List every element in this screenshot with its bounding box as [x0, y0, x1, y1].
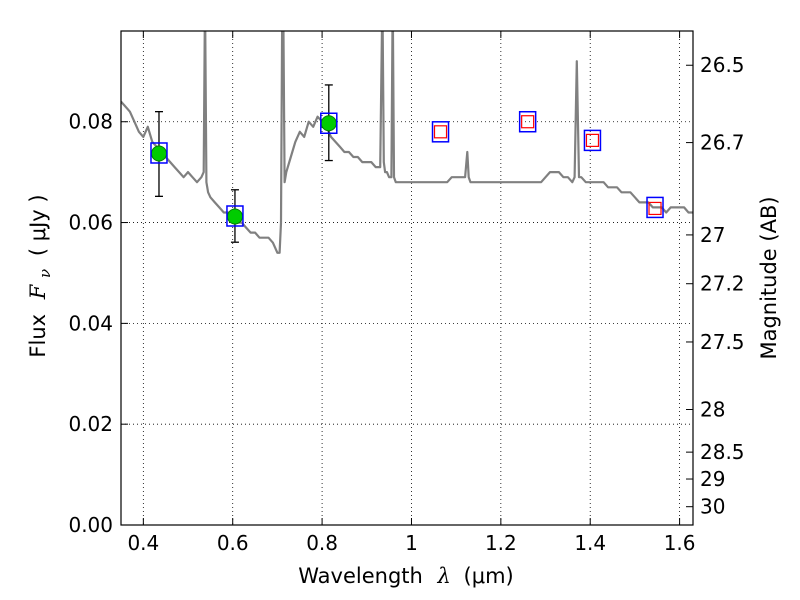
plot-background [121, 31, 693, 525]
magnitude-tick-label: 27.2 [700, 272, 745, 296]
y-axis-label-text: Flux [26, 314, 50, 358]
grid [121, 31, 693, 525]
model-point-box [518, 110, 537, 133]
observed-point [150, 145, 167, 162]
x-tick-label: 1 [405, 531, 418, 555]
plot-frame [120, 30, 694, 526]
observed-point [226, 208, 243, 225]
magnitude-axis-label: Magnitude (AB) [757, 196, 781, 359]
y-axis-ticks: 0.00 0.02 0.04 0.06 0.08 [68, 110, 128, 537]
magnitude-axis-ticks: 26.5 26.7 27 27.2 27.5 28 28.5 29 30 [686, 53, 745, 519]
upper-points-layer [433, 115, 662, 216]
magnitude-tick-label: 29 [700, 467, 725, 491]
x-axis-label-symbol: λ [437, 564, 451, 588]
x-tick-label: 0.4 [127, 531, 159, 555]
magnitude-tick-label: 30 [700, 495, 725, 519]
magnitude-tick-label: 26.7 [700, 131, 745, 155]
model-point-box [646, 196, 664, 219]
y-tick-label: 0.02 [68, 412, 113, 436]
model-point-box [226, 205, 244, 227]
no-data-point-box [585, 133, 600, 147]
magnitude-tick-label: 26.5 [700, 53, 745, 77]
model-point-box [320, 112, 338, 134]
observed-point [320, 115, 337, 132]
x-tick-label: 0.8 [306, 531, 338, 555]
no-data-point-box [521, 115, 535, 129]
magnitude-tick-label: 28 [700, 398, 725, 422]
y-axis-label: Flux F ν ( μJy ) [26, 194, 55, 357]
y-tick-label: 0.08 [68, 110, 113, 134]
model-points-layer [150, 110, 664, 227]
y-tick-label: 0.04 [68, 311, 113, 335]
model-point-box [583, 129, 602, 152]
spectrum-layer [121, 31, 693, 254]
magnitude-tick-label: 27.5 [700, 330, 745, 354]
magnitude-tick-label: 27 [700, 223, 725, 247]
magnitude-tick-label: 28.5 [700, 440, 745, 464]
y-axis-label-symbol: F [26, 283, 50, 300]
spectrum-line [121, 31, 693, 254]
x-axis-label-text: Wavelength [298, 564, 423, 588]
x-tick-label: 0.6 [217, 531, 249, 555]
y-tick-label: 0.06 [68, 211, 113, 235]
no-data-point-box [433, 125, 448, 139]
x-tick-label: 1.6 [664, 531, 696, 555]
y-tick-label: 0.00 [68, 513, 113, 537]
y-axis-label-subscript: ν [36, 269, 54, 278]
no-data-point-box [648, 201, 662, 216]
y-axis-label-unit: ( μJy ) [26, 194, 50, 256]
model-point-box [150, 142, 168, 164]
x-axis-label-unit: (μm) [464, 564, 514, 588]
x-axis-ticks: 0.4 0.6 0.8 1 1.2 1.4 1.6 [127, 31, 696, 555]
model-point-box [431, 121, 450, 143]
x-axis-label: Wavelength λ (μm) [298, 564, 513, 588]
x-tick-label: 1.2 [485, 531, 517, 555]
x-tick-label: 1.4 [574, 531, 606, 555]
